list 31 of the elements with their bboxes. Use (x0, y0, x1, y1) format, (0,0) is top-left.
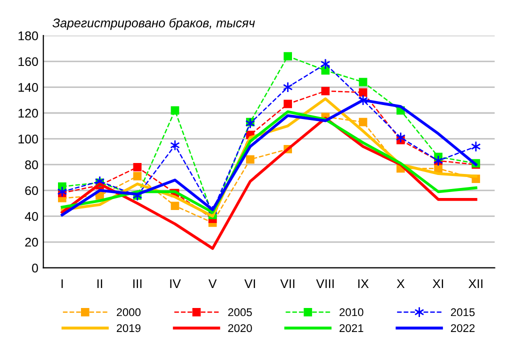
y-tick-label: 60 (25, 186, 38, 196)
x-tick-label: VII (280, 279, 294, 288)
legend-label: 2019 (116, 324, 140, 332)
x-tick-label: VIII (316, 279, 334, 288)
legend-label: 2020 (228, 324, 252, 332)
legend-label: 2005 (228, 308, 252, 316)
legend-label: 2010 (340, 308, 364, 316)
x-tick-label: V (208, 279, 217, 288)
x-tick-label: III (133, 279, 142, 288)
legend-label: 2000 (116, 308, 141, 316)
x-tick-label: IX (358, 279, 369, 288)
chart-title: Зарегистрировано браков, тысяч (52, 18, 255, 30)
y-tick-label: 180 (18, 31, 38, 40)
x-tick-label: II (97, 279, 102, 288)
legend-label: 2015 (450, 308, 475, 316)
y-tick-label: 80 (25, 160, 38, 170)
y-tick-label: 160 (18, 57, 38, 66)
legend-label: 2021 (340, 324, 364, 332)
x-tick-label: I (62, 279, 63, 288)
y-tick-label: 40 (24, 212, 38, 221)
x-tick-label: XI (432, 279, 444, 288)
y-tick-label: 20 (25, 238, 38, 247)
legend-label: 2022 (450, 324, 475, 332)
y-tick-label: 100 (18, 134, 38, 144)
y-tick-label: 120 (18, 108, 38, 118)
x-tick-label: X (396, 279, 405, 288)
y-tick-label: 0 (32, 264, 38, 272)
y-tick-label: 140 (18, 83, 38, 92)
x-tick-label: IV (170, 279, 181, 288)
x-tick-label: XII (468, 279, 482, 288)
x-tick-label: VI (244, 279, 255, 288)
